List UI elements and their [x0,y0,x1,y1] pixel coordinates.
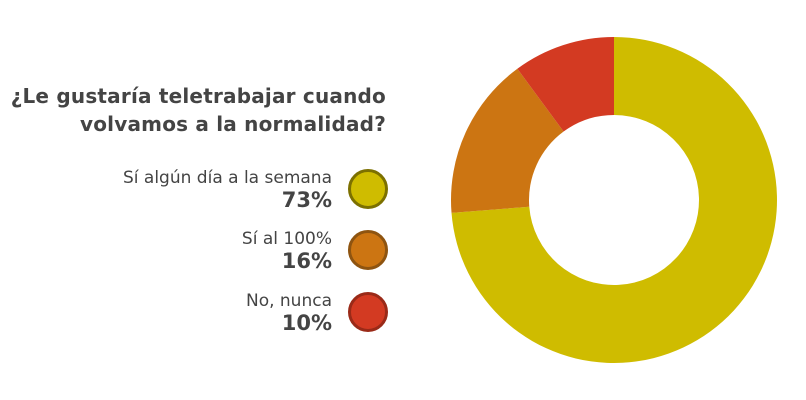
legend-swatch-never [348,292,388,332]
legend-value: 73% [281,188,332,212]
legend-item-never: No, nunca 10% [246,291,332,335]
legend-label: No, nunca [245,291,332,311]
slice-full [451,68,564,213]
slice-never [517,37,614,132]
slice-weekly [451,37,777,364]
legend-item-weekly: Sí algún día a la semana 73% [123,168,332,212]
legend-value: 10% [281,311,332,335]
chart-title-line-2: volvamos a la normalidad? [79,112,386,136]
legend-swatch-weekly [348,169,388,209]
legend-item-full: Sí al 100% 16% [242,229,332,273]
chart-title: ¿Le gustaría teletrabajar cuando volvamo… [11,82,386,138]
legend-label: Sí al 100% [241,229,332,249]
legend-label: Sí algún día a la semana [123,168,332,188]
legend-value: 16% [281,249,332,273]
legend-swatch-full [348,230,388,270]
chart-title-line-1: ¿Le gustaría teletrabajar cuando [10,84,386,108]
